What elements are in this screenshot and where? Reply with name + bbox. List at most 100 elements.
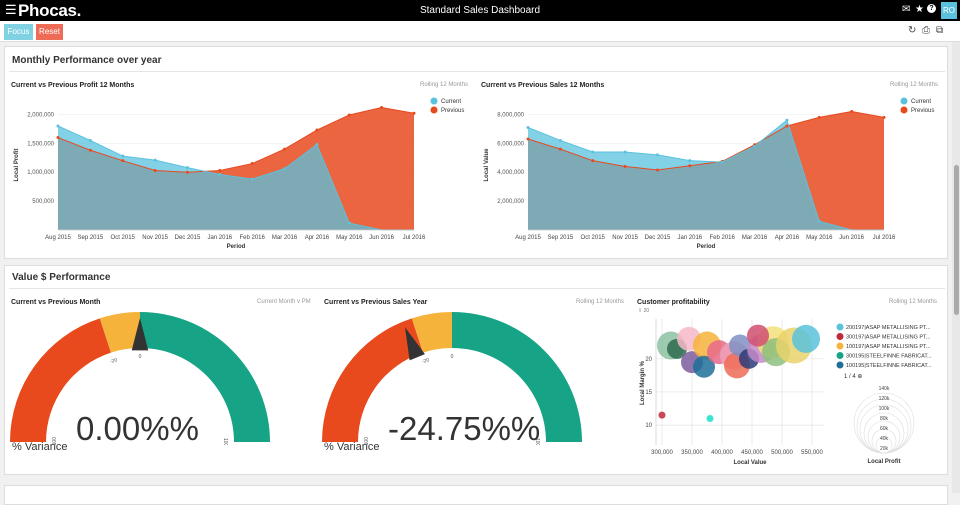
y-tick-label: 2,000,000 bbox=[497, 199, 524, 205]
x-tick-label: 350,000 bbox=[681, 450, 703, 456]
x-tick-label: 500,000 bbox=[771, 450, 793, 456]
x-tick-label: Mar 2016 bbox=[742, 235, 768, 241]
x-tick-label: Jun 2016 bbox=[839, 235, 864, 241]
data-point-previous bbox=[850, 110, 854, 114]
data-point-current bbox=[526, 125, 530, 129]
x-axis-label: Period bbox=[227, 244, 246, 250]
gauge-band bbox=[99, 312, 140, 353]
scrollbar-thumb[interactable] bbox=[954, 165, 959, 315]
size-legend-label: 80k bbox=[880, 416, 889, 422]
month-gauge: -100 -20 0 100 bbox=[10, 312, 270, 445]
data-point-current bbox=[218, 173, 222, 177]
customer-profitability-chart[interactable]: 300,000 350,000 400,000 450,000 500,000 550,0… bbox=[634, 305, 950, 470]
print-icon[interactable]: ⎙ bbox=[922, 25, 930, 36]
data-point-previous bbox=[655, 168, 659, 172]
y-tick-label: 4,000,000 bbox=[497, 170, 524, 176]
x-tick-label: Feb 2016 bbox=[710, 235, 736, 241]
size-legend-label: 20k bbox=[880, 446, 889, 452]
chat-icon[interactable]: ✉ bbox=[902, 4, 911, 15]
legend-swatch-previous bbox=[900, 106, 908, 114]
month-variance-value: 0.00%% bbox=[76, 410, 199, 447]
toolbar: Focus Reset ↻ ⎙ ⧉ bbox=[0, 21, 960, 42]
x-tick-label: Jan 2016 bbox=[677, 235, 702, 241]
profit-chart-title: Current vs Previous Profit 12 Months bbox=[11, 82, 135, 89]
x-tick-label: Sep 2015 bbox=[78, 235, 104, 241]
data-point-previous bbox=[121, 159, 125, 163]
data-point-previous bbox=[882, 115, 886, 119]
x-tick-label: Jul 2016 bbox=[873, 235, 896, 241]
gauge-tick-label: -20 bbox=[421, 357, 430, 365]
copy-icon[interactable]: ⧉ bbox=[936, 25, 944, 36]
scatter-title: Customer profitability bbox=[637, 299, 710, 306]
month-gauge-title: Current vs Previous Month bbox=[11, 299, 101, 306]
section-title: Monthly Performance over year bbox=[12, 55, 162, 66]
data-point-current bbox=[250, 177, 254, 181]
user-avatar[interactable]: RO bbox=[941, 2, 957, 19]
legend-swatch-current bbox=[900, 97, 908, 105]
x-tick-label: Feb 2016 bbox=[240, 235, 266, 241]
bubble bbox=[792, 324, 820, 353]
star-icon[interactable]: ★ bbox=[915, 4, 924, 15]
data-point-current bbox=[315, 142, 319, 146]
data-point-previous bbox=[785, 124, 789, 128]
data-point-previous bbox=[153, 168, 157, 172]
year-gauge-subtitle: Rolling 12 Months bbox=[576, 299, 625, 305]
x-tick-label: May 2016 bbox=[806, 235, 833, 241]
x-tick-label: Sep 2015 bbox=[548, 235, 574, 241]
profit-area-chart[interactable]: 500,000 1,000,000 1,500,000 2,000,000 Aug 20… bbox=[10, 92, 470, 254]
phocas-logo[interactable]: Phocas. bbox=[18, 1, 82, 20]
gauge-band bbox=[322, 318, 423, 442]
data-point-previous bbox=[623, 164, 627, 168]
legend-pagination: 1 / 4 ⊕ bbox=[844, 374, 862, 380]
data-point-current bbox=[347, 221, 351, 225]
bubble bbox=[658, 411, 666, 419]
data-point-current bbox=[688, 159, 692, 163]
data-point-previous bbox=[218, 168, 222, 172]
legend-swatch bbox=[836, 342, 844, 350]
year-variance-value: -24.75%% bbox=[388, 410, 541, 447]
value-performance-panel: Value $ Performance bbox=[4, 265, 948, 475]
y-tick-label: 6,000,000 bbox=[497, 141, 524, 147]
data-point-previous bbox=[688, 164, 692, 168]
dashboard-title: Standard Sales Dashboard bbox=[419, 5, 541, 16]
data-point-current bbox=[817, 219, 821, 223]
data-point-current bbox=[591, 150, 595, 154]
data-point-previous bbox=[347, 113, 351, 117]
size-legend-label: 100k bbox=[879, 406, 890, 412]
legend-label: 200197|ASAP METALLISING PT... bbox=[846, 325, 931, 331]
hamburger-icon[interactable]: ☰ bbox=[5, 2, 17, 17]
data-point-previous bbox=[412, 111, 416, 115]
legend-swatch bbox=[836, 352, 844, 359]
data-point-previous bbox=[526, 137, 530, 141]
top-bar: ☰ Phocas. Standard Sales Dashboard ✉ ★ ?… bbox=[0, 0, 960, 21]
data-point-current bbox=[720, 160, 724, 164]
x-tick-label: 450,000 bbox=[741, 450, 763, 456]
legend-label-previous: Previous bbox=[911, 108, 934, 114]
bubble bbox=[693, 355, 715, 378]
x-tick-label: 300,000 bbox=[651, 450, 673, 456]
gauge-tick-label: 100 bbox=[222, 438, 228, 445]
sales-area-chart[interactable]: 2,000,000 4,000,000 6,000,000 8,000,000 Aug … bbox=[480, 92, 940, 254]
series-area-current bbox=[528, 120, 884, 230]
focus-button[interactable]: Focus bbox=[4, 24, 33, 40]
y-tick-label: 15 bbox=[645, 390, 652, 396]
x-tick-label: 400,000 bbox=[711, 450, 733, 456]
gauge-tick-label: 100 bbox=[534, 438, 540, 445]
size-legend-title: Local Profit bbox=[867, 459, 900, 465]
gauge-tick-label: 0 bbox=[451, 354, 454, 360]
bubble bbox=[706, 414, 714, 422]
reset-button[interactable]: Reset bbox=[36, 24, 63, 40]
y-tick-label: 500,000 bbox=[32, 199, 54, 205]
series-line-current bbox=[527, 119, 884, 231]
gauge-needle bbox=[131, 318, 149, 351]
sales-chart-subtitle: Rolling 12 Months bbox=[890, 82, 939, 88]
data-point-current bbox=[153, 158, 157, 162]
help-icon[interactable]: ? bbox=[927, 4, 936, 13]
data-point-previous bbox=[591, 159, 595, 163]
data-point-current bbox=[121, 154, 125, 158]
x-tick-label: Jul 2016 bbox=[403, 235, 426, 241]
data-point-current bbox=[558, 138, 562, 142]
refresh-icon[interactable]: ↻ bbox=[908, 25, 917, 36]
gauge-tick-label: 0 bbox=[139, 354, 142, 360]
x-tick-label: Mar 2016 bbox=[272, 235, 298, 241]
